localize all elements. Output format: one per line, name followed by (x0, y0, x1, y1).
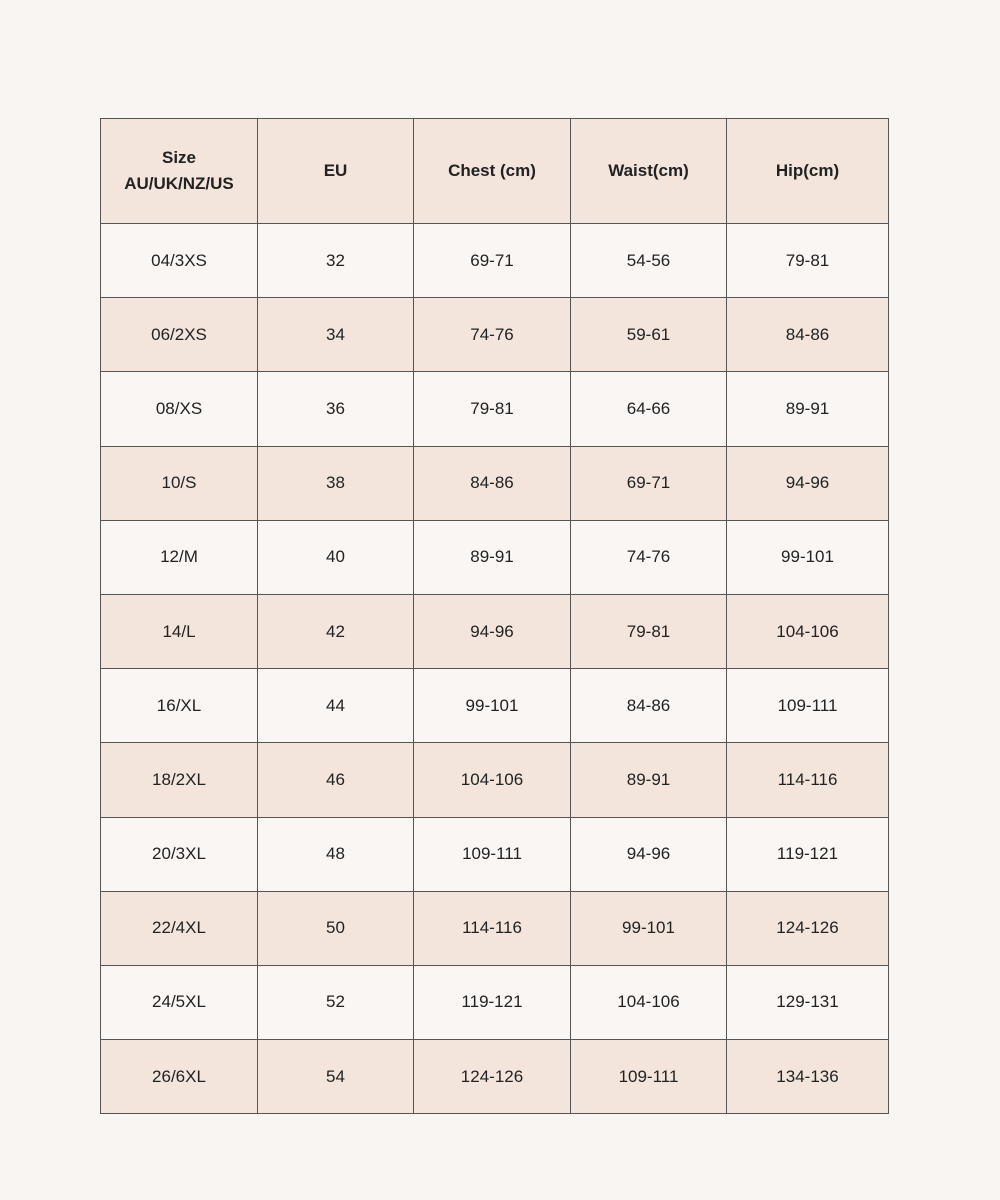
table-cell: 24/5XL (100, 964, 258, 1041)
table-cell: 84-86 (413, 445, 571, 521)
table-cell: 22/4XL (100, 890, 258, 966)
table-cell: 94-96 (413, 593, 571, 670)
table-row: 14/L 42 94-96 79-81 104-106 (100, 593, 889, 670)
table-cell: 89-91 (570, 742, 727, 818)
table-cell: 114-116 (726, 742, 889, 818)
table-cell: 69-71 (570, 445, 727, 521)
table-cell: 79-81 (413, 371, 571, 447)
table-cell: 10/S (100, 445, 258, 521)
table-row: 10/S 38 84-86 69-71 94-96 (100, 445, 889, 521)
header-cell: Hip(cm) (726, 118, 889, 224)
table-cell: 14/L (100, 593, 258, 670)
table-cell: 94-96 (726, 445, 889, 521)
table-cell: 42 (257, 593, 414, 670)
table-cell: 134-136 (726, 1039, 889, 1115)
table-cell: 89-91 (413, 519, 571, 595)
table-cell: 74-76 (413, 297, 571, 373)
table-cell: 104-106 (570, 964, 727, 1041)
table-cell: 109-111 (726, 668, 889, 744)
table-cell: 119-121 (726, 816, 889, 892)
table-row: 22/4XL 50 114-116 99-101 124-126 (100, 890, 889, 966)
table-cell: 64-66 (570, 371, 727, 447)
table-cell: 36 (257, 371, 414, 447)
table-cell: 50 (257, 890, 414, 966)
table-cell: 84-86 (570, 668, 727, 744)
table-row: 04/3XS 32 69-71 54-56 79-81 (100, 222, 889, 299)
table-cell: 32 (257, 222, 414, 299)
table-row: 24/5XL 52 119-121 104-106 129-131 (100, 964, 889, 1041)
table-row: 06/2XS 34 74-76 59-61 84-86 (100, 297, 889, 373)
table-cell: 08/XS (100, 371, 258, 447)
header-cell: Chest (cm) (413, 118, 571, 224)
table-cell: 20/3XL (100, 816, 258, 892)
table-cell: 79-81 (726, 222, 889, 299)
table-row: 20/3XL 48 109-111 94-96 119-121 (100, 816, 889, 892)
table-cell: 48 (257, 816, 414, 892)
table-row: 18/2XL 46 104-106 89-91 114-116 (100, 742, 889, 818)
table-cell: 74-76 (570, 519, 727, 595)
table-cell: 104-106 (726, 593, 889, 670)
header-cell: EU (257, 118, 414, 224)
table-cell: 99-101 (413, 668, 571, 744)
size-table: Size AU/UK/NZ/US EU Chest (cm) Waist(cm) Hip… (100, 118, 889, 1115)
table-cell: 124-126 (413, 1039, 571, 1115)
table-cell: 18/2XL (100, 742, 258, 818)
table-cell: 26/6XL (100, 1039, 258, 1115)
table-cell: 59-61 (570, 297, 727, 373)
table-cell: 44 (257, 668, 414, 744)
table-cell: 104-106 (413, 742, 571, 818)
table-cell: 40 (257, 519, 414, 595)
table-cell: 69-71 (413, 222, 571, 299)
table-cell: 79-81 (570, 593, 727, 670)
table-body: 04/3XS 32 69-71 54-56 79-81 06/2XS 34 74-76 59-6… (100, 222, 889, 1115)
table-cell: 124-126 (726, 890, 889, 966)
header-row: Size AU/UK/NZ/US EU Chest (cm) Waist(cm) Hip… (100, 118, 889, 224)
table-cell: 38 (257, 445, 414, 521)
table-cell: 114-116 (413, 890, 571, 966)
table-cell: 04/3XS (100, 222, 258, 299)
table-cell: 94-96 (570, 816, 727, 892)
table-row: 12/M 40 89-91 74-76 99-101 (100, 519, 889, 595)
table-cell: 06/2XS (100, 297, 258, 373)
table-row: 26/6XL 54 124-126 109-111 134-136 (100, 1039, 889, 1115)
table-cell: 129-131 (726, 964, 889, 1041)
table-cell: 54-56 (570, 222, 727, 299)
table-cell: 109-111 (570, 1039, 727, 1115)
table-cell: 34 (257, 297, 414, 373)
header-cell: Size AU/UK/NZ/US (100, 118, 258, 224)
table-cell: 119-121 (413, 964, 571, 1041)
table-cell: 46 (257, 742, 414, 818)
table-header: Size AU/UK/NZ/US EU Chest (cm) Waist(cm) Hip… (100, 118, 889, 224)
header-cell: Waist(cm) (570, 118, 727, 224)
table-cell: 99-101 (726, 519, 889, 595)
table-row: 08/XS 36 79-81 64-66 89-91 (100, 371, 889, 447)
table-cell: 16/XL (100, 668, 258, 744)
table-cell: 12/M (100, 519, 258, 595)
table-row: 16/XL 44 99-101 84-86 109-111 (100, 668, 889, 744)
table-cell: 52 (257, 964, 414, 1041)
table-cell: 89-91 (726, 371, 889, 447)
table-cell: 99-101 (570, 890, 727, 966)
table-cell: 84-86 (726, 297, 889, 373)
table-cell: 54 (257, 1039, 414, 1115)
table-cell: 109-111 (413, 816, 571, 892)
